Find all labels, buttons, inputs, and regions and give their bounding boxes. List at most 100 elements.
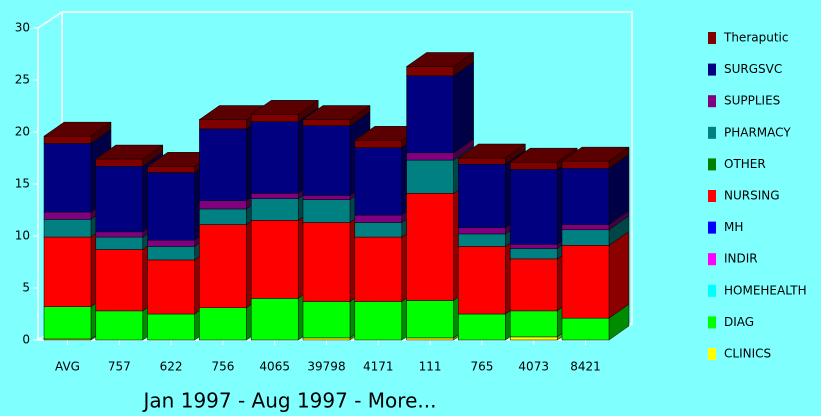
bar-segment xyxy=(302,222,351,302)
legend-label: OTHER xyxy=(724,157,766,171)
legend-swatch xyxy=(708,158,716,171)
bar-segment xyxy=(354,147,403,216)
bar-segment xyxy=(406,337,454,341)
bar-segment xyxy=(509,161,558,170)
bar-side xyxy=(453,61,474,154)
legend-label: INDIR xyxy=(724,252,758,266)
bar-top xyxy=(509,147,578,163)
x-tick-label: 756 xyxy=(211,360,234,374)
bar-segment xyxy=(354,222,403,238)
bar-segment xyxy=(406,75,454,154)
bar-segment xyxy=(458,313,506,341)
bar-top xyxy=(95,144,164,160)
y-tick-label: 5 xyxy=(22,281,30,295)
legend-swatch xyxy=(708,95,716,108)
bar-top xyxy=(561,146,630,162)
bar-segment xyxy=(354,214,403,223)
y-tick-label: 10 xyxy=(15,229,30,243)
bar-segment xyxy=(250,121,299,194)
bar-segment xyxy=(302,199,351,223)
bar-segment xyxy=(95,236,144,250)
bar-segment xyxy=(43,306,92,340)
bar-segment xyxy=(199,208,247,225)
bar-segment xyxy=(95,249,144,312)
bar-top xyxy=(43,121,112,137)
y-tick-label: 0 xyxy=(22,333,30,347)
legend-label: MH xyxy=(724,220,743,234)
bar-segment xyxy=(199,200,247,210)
bar-segment xyxy=(147,172,195,241)
chart-subtitle: Jan 1997 - Aug 1997 - More... xyxy=(142,389,437,413)
y-tick-label: 20 xyxy=(15,125,30,139)
legend-swatch xyxy=(708,32,716,44)
bar-segment xyxy=(561,160,610,169)
bar-segment xyxy=(302,125,351,196)
bar-segment xyxy=(561,245,610,319)
bar-segment xyxy=(509,248,558,260)
bar-segment xyxy=(43,143,92,213)
bar-segment xyxy=(43,211,92,220)
bar-segment xyxy=(43,236,92,307)
bar-segment xyxy=(95,158,144,167)
legend-label: CLINICS xyxy=(724,347,771,361)
bar-segment xyxy=(199,307,247,341)
bar-segment xyxy=(147,239,195,247)
x-tick-label: 765 xyxy=(470,360,493,374)
legend-swatch xyxy=(708,284,716,297)
x-tick-label: 8421 xyxy=(570,360,601,374)
bar-segment xyxy=(406,159,454,194)
legend-label: SUPPLIES xyxy=(724,94,780,108)
bar-segment xyxy=(509,336,558,341)
bar-segment xyxy=(302,195,351,200)
legend-label: Theraputic xyxy=(723,31,788,45)
x-tick-label: 111 xyxy=(419,360,442,374)
bar-segment xyxy=(354,301,403,341)
legend-label: SURGSVC xyxy=(724,62,782,76)
legend-swatch xyxy=(708,63,716,76)
bar-top xyxy=(405,52,475,67)
bar-segment xyxy=(509,244,558,249)
legend-swatch xyxy=(708,126,716,139)
bar-segment xyxy=(406,193,454,301)
bar-segment xyxy=(147,259,195,315)
bar-segment xyxy=(250,114,299,122)
legend-swatch xyxy=(708,348,716,360)
bar-segment xyxy=(406,152,454,161)
bar-segment xyxy=(406,66,454,77)
y-tick-label: 30 xyxy=(15,21,30,35)
bar-segment xyxy=(250,298,299,341)
bar-segment xyxy=(250,220,299,299)
bar-segment xyxy=(147,246,195,261)
bar-segment xyxy=(458,246,506,315)
legend-label: NURSING xyxy=(724,189,780,203)
bar-segment xyxy=(199,128,247,201)
bar-segment xyxy=(561,224,610,231)
bar-segment xyxy=(302,301,351,339)
y-tick-label: 15 xyxy=(15,177,30,191)
bar-segment xyxy=(458,157,506,165)
legend-swatch xyxy=(708,190,716,202)
legend-swatch xyxy=(708,316,716,329)
bar-segment xyxy=(509,310,558,338)
bar-segment xyxy=(302,337,351,341)
x-tick-label: 4065 xyxy=(259,360,290,374)
bar-segment xyxy=(406,300,454,339)
bar-segment xyxy=(509,169,558,245)
bar-segment xyxy=(95,231,144,238)
bar-segment xyxy=(250,193,299,199)
legend-label: PHARMACY xyxy=(724,125,791,139)
bar-segment xyxy=(354,236,403,302)
legend-swatch xyxy=(708,253,716,266)
bar-segment xyxy=(250,198,299,221)
bar-segment xyxy=(147,166,195,173)
legend-swatch xyxy=(708,221,716,234)
x-tick-label: 757 xyxy=(108,360,131,374)
bar-segment xyxy=(95,310,144,341)
bar-segment xyxy=(302,119,351,127)
bar-segment xyxy=(95,166,144,233)
bar-segment xyxy=(509,258,558,312)
bar-segment xyxy=(199,119,247,130)
bar-top xyxy=(457,143,527,159)
bar-segment xyxy=(561,317,610,341)
bar-segment xyxy=(147,313,195,341)
